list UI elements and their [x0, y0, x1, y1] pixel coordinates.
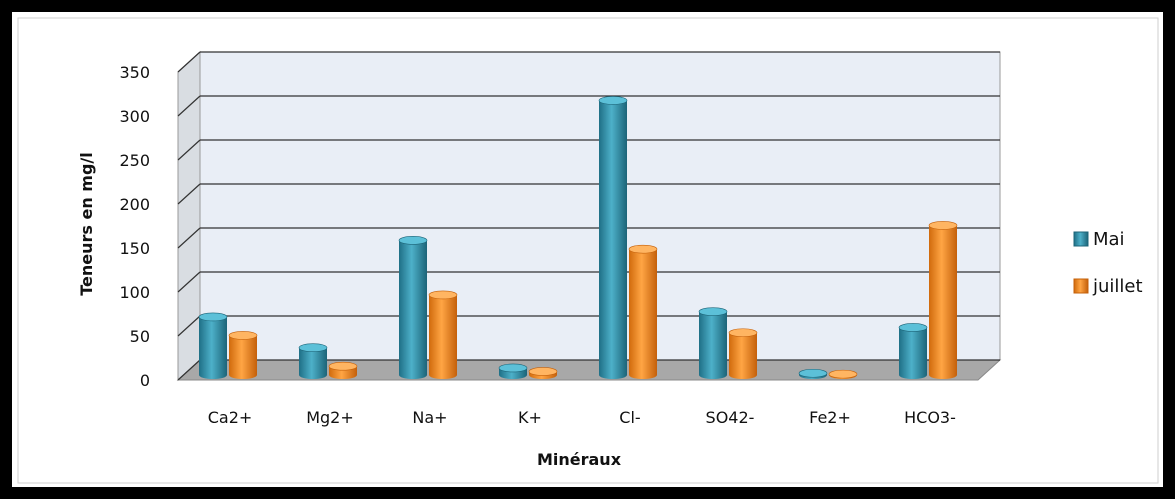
- legend-label-mai: Mai: [1093, 229, 1125, 250]
- bar-cap: [628, 244, 658, 254]
- bar-mai-Na+: [398, 236, 428, 379]
- y-tick-label: 50: [130, 327, 150, 346]
- bar-base: [199, 371, 227, 379]
- bar-body: [229, 335, 257, 375]
- bar-base: [429, 371, 457, 379]
- y-tick-label: 350: [119, 63, 150, 82]
- bar-cap: [328, 361, 358, 371]
- bar-juillet-Mg2+: [328, 361, 358, 379]
- bar-body: [899, 327, 927, 375]
- y-tick-label: 100: [119, 283, 150, 302]
- bar-body: [299, 347, 327, 375]
- bar-cap: [698, 307, 728, 316]
- bar-mai-SO42-: [698, 307, 728, 379]
- bar-body: [629, 249, 657, 375]
- legend-label-juillet: juillet: [1092, 276, 1143, 297]
- bar-base: [399, 371, 427, 379]
- bar-cap: [898, 323, 928, 332]
- bar-base: [499, 371, 527, 379]
- bar-base: [599, 371, 627, 379]
- bar-base: [229, 371, 257, 379]
- bar-mai-Mg2+: [298, 343, 328, 379]
- bar-body: [699, 311, 727, 375]
- bar-mai-Cl-: [598, 96, 628, 379]
- bar-mai-K+: [498, 363, 528, 379]
- bar-body: [729, 332, 757, 375]
- bar-base: [729, 371, 757, 379]
- x-tick-label: Ca2+: [208, 408, 253, 427]
- bar-mai-Fe2+: [798, 368, 828, 379]
- bar-body: [599, 100, 627, 375]
- y-tick-label: 150: [119, 239, 150, 258]
- side-wall: [177, 50, 201, 382]
- bar-body: [329, 366, 357, 375]
- bar-juillet-Na+: [428, 290, 458, 379]
- bar-juillet-SO42-: [728, 328, 758, 379]
- y-tick-label: 200: [119, 195, 150, 214]
- bar-body: [929, 225, 957, 375]
- bar-base: [299, 371, 327, 379]
- gridline-side: [177, 271, 201, 293]
- bar-cap: [398, 236, 428, 245]
- x-axis-categories: Ca2+ Mg2+ Na+ K+ Cl- SO42- Fe2+ HCO3-: [208, 408, 956, 427]
- bar-juillet-Fe2+: [828, 369, 858, 379]
- bar-cap: [228, 331, 258, 340]
- y-tick-label: 250: [119, 151, 150, 170]
- x-tick-label: SO42-: [706, 408, 755, 427]
- gridline-side: [177, 51, 201, 73]
- legend: Mai juillet: [1073, 229, 1143, 297]
- bar-mai-Ca2+: [198, 312, 228, 379]
- bar-body: [429, 294, 457, 375]
- bar-cap: [198, 312, 228, 322]
- bar-base: [899, 371, 927, 379]
- y-tick-label: 0: [140, 371, 150, 390]
- bar-body: [399, 240, 427, 375]
- x-tick-label: HCO3-: [904, 408, 956, 427]
- legend-swatch-mai: [1073, 231, 1089, 247]
- gridline-side: [177, 95, 201, 117]
- bar-cap: [498, 363, 528, 373]
- y-tick-label: 300: [119, 107, 150, 126]
- y-axis-title: Teneurs en mg/l: [77, 152, 96, 296]
- bar-cap: [928, 221, 958, 230]
- bar-cap: [598, 96, 628, 105]
- bar-cap: [798, 368, 828, 378]
- x-tick-label: Cl-: [619, 408, 640, 427]
- bar-juillet-Ca2+: [228, 331, 258, 379]
- bar-base: [929, 371, 957, 379]
- bar-base: [329, 371, 357, 379]
- gridline-side: [177, 359, 201, 381]
- legend-swatch-juillet: [1073, 278, 1089, 294]
- x-tick-label: Mg2+: [306, 408, 354, 427]
- y-axis-ticks: 0 50 100 150 200 250 300 350: [119, 63, 150, 390]
- gridline-side: [177, 183, 201, 205]
- bar-cap: [728, 328, 758, 338]
- x-tick-label: K+: [518, 408, 542, 427]
- bar-cap: [828, 369, 858, 379]
- bars: [198, 96, 958, 379]
- bar-mai-HCO3-: [898, 323, 928, 379]
- gridline-side: [177, 139, 201, 161]
- bar-cap: [428, 290, 458, 300]
- bar-juillet-HCO3-: [928, 221, 958, 379]
- x-tick-label: Na+: [412, 408, 447, 427]
- x-axis-title: Minéraux: [537, 450, 622, 469]
- bar-base: [699, 371, 727, 379]
- bar-cap: [298, 343, 328, 353]
- gridline-side: [177, 227, 201, 249]
- gridline-side: [177, 315, 201, 337]
- bar-body: [199, 316, 227, 375]
- bar-cap: [528, 367, 558, 376]
- x-tick-label: Fe2+: [809, 408, 851, 427]
- bar-juillet-Cl-: [628, 244, 658, 379]
- bar-juillet-K+: [528, 367, 558, 379]
- bar-base: [629, 371, 657, 379]
